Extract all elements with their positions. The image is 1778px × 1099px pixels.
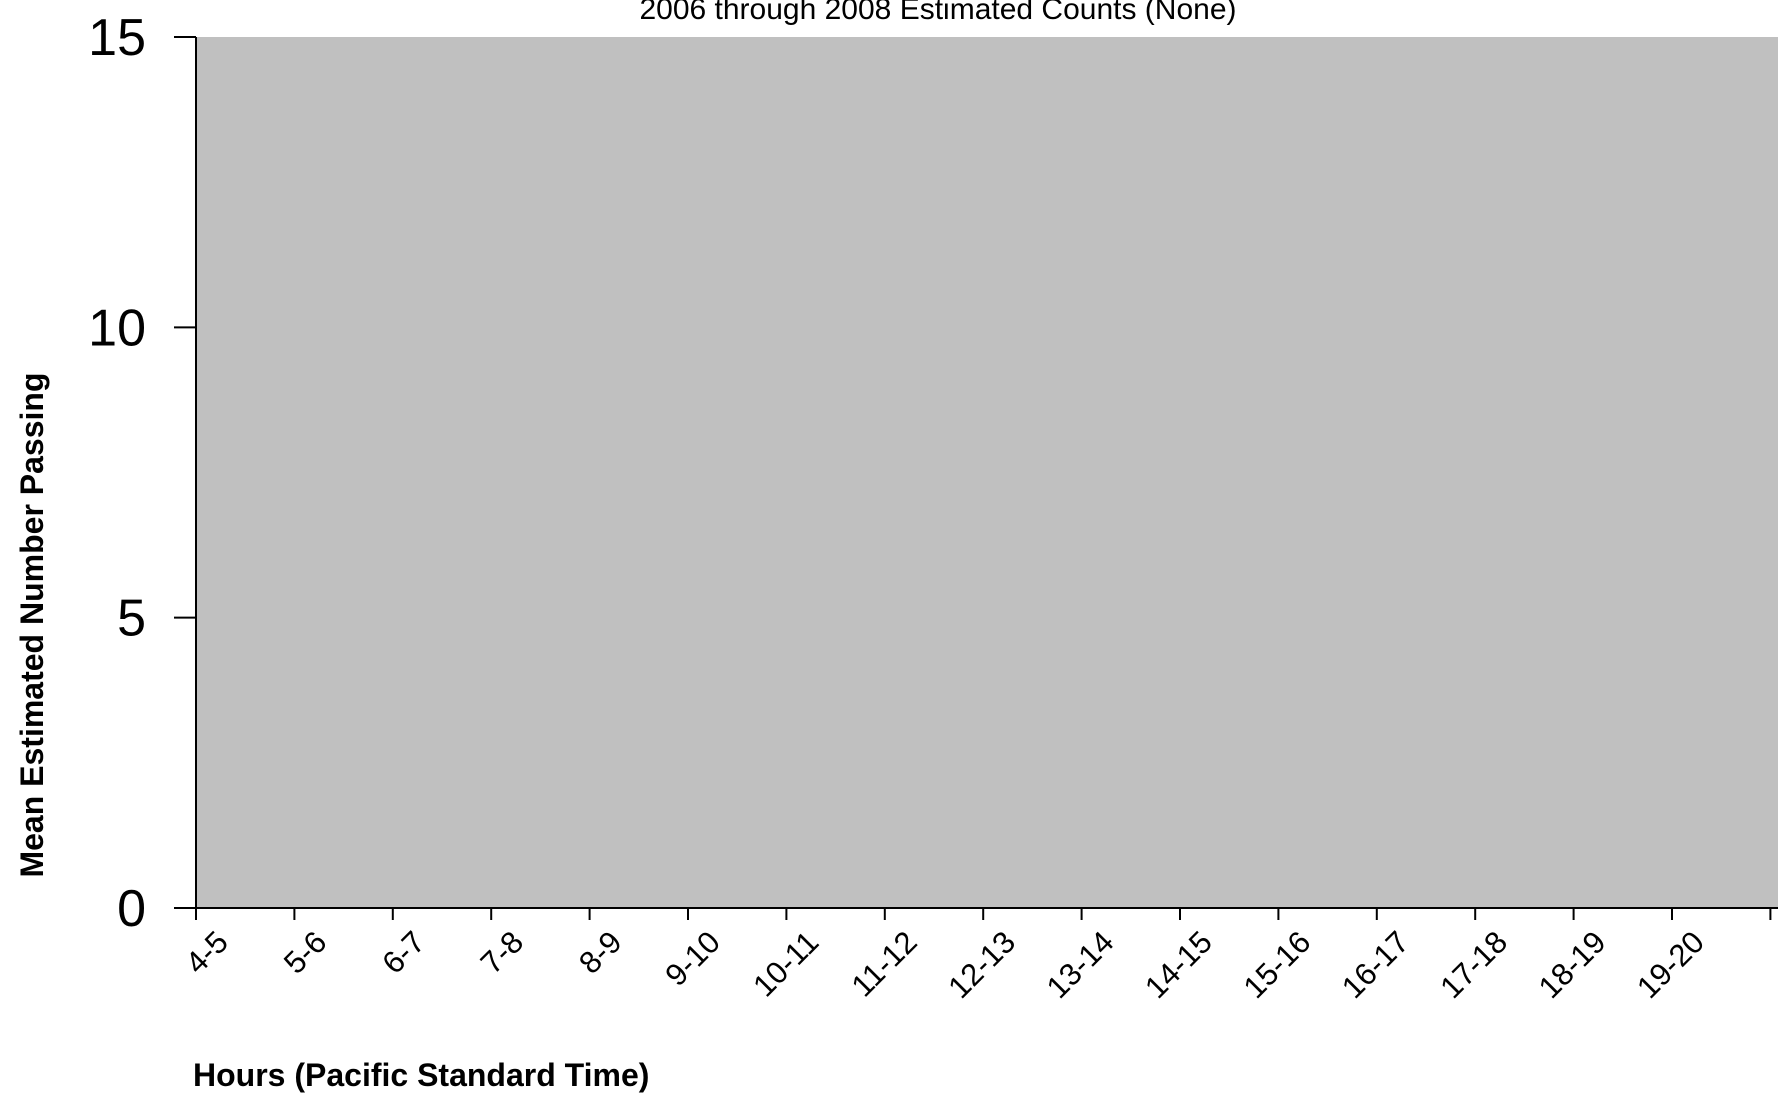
x-tick-label: 11-12: [845, 924, 924, 1003]
y-tick-label: 10: [88, 299, 146, 357]
x-tick-label: 14-15: [1138, 924, 1219, 1005]
x-ticks: 4-5 5-6 6-7 7-8 8-9 9-10 10-11 11-12 12-13 13-14 1…: [179, 908, 1772, 1005]
plot-area: [196, 37, 1778, 908]
x-tick-label: 8-9: [572, 924, 628, 980]
x-tick-label: 15-16: [1237, 924, 1318, 1005]
x-tick-label: 12-13: [941, 924, 1022, 1005]
x-tick-label: 19-20: [1630, 924, 1711, 1005]
chart-title: 2006 through 2008 Estimated Counts (None…: [639, 0, 1236, 26]
x-tick-label: 9-10: [658, 924, 727, 993]
y-axis-label: Mean Estimated Number Passing: [14, 372, 50, 877]
x-tick-label: 16-17: [1335, 924, 1416, 1005]
x-tick-label: 17-18: [1433, 924, 1514, 1005]
x-tick-label: 5-6: [277, 924, 333, 980]
x-tick-label: 13-14: [1040, 924, 1121, 1005]
x-tick-label: 7-8: [474, 924, 530, 980]
x-tick-label: 6-7: [375, 924, 431, 980]
x-axis-label: Hours (Pacific Standard Time): [193, 1057, 649, 1093]
x-tick-label: 10-11: [746, 924, 825, 1003]
x-tick-label: 4-5: [179, 924, 235, 980]
y-ticks: 0 5 10 15: [88, 9, 196, 938]
x-tick-label: 18-19: [1532, 924, 1613, 1005]
y-tick-label: 5: [117, 590, 146, 648]
y-tick-label: 15: [88, 9, 146, 67]
y-tick-label: 0: [117, 880, 146, 938]
